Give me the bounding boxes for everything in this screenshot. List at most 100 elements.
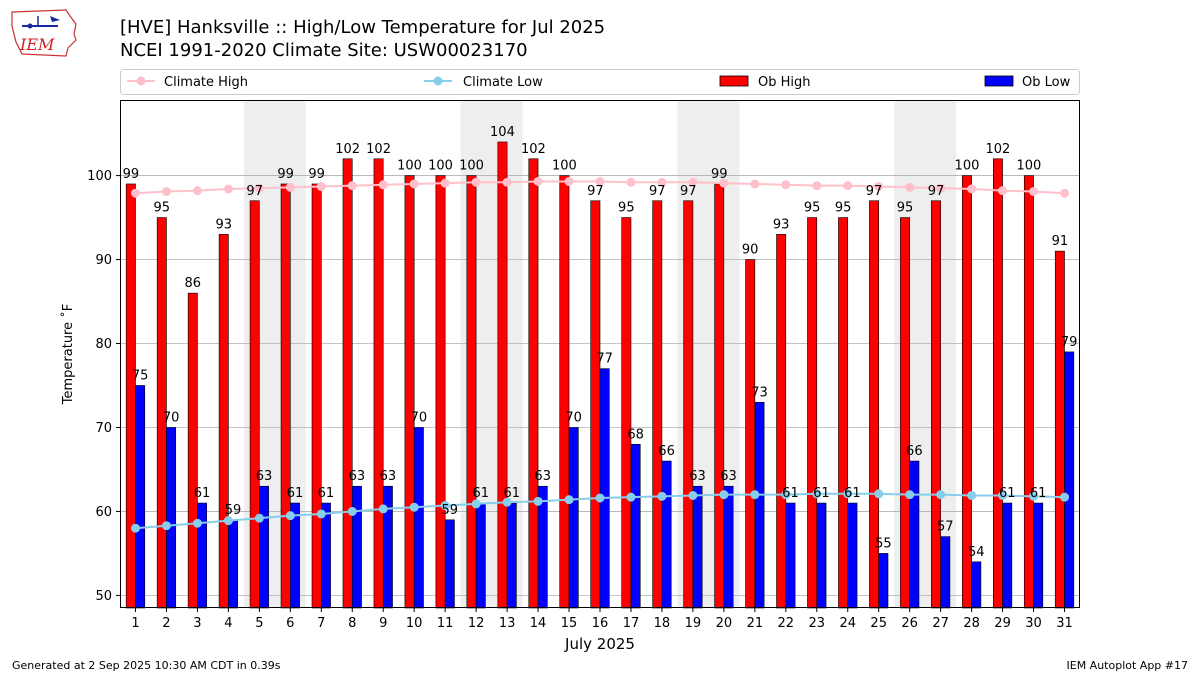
ob-high-bar — [838, 217, 849, 609]
x-tick-label: 11 — [437, 616, 454, 631]
ob-high-bar — [745, 259, 756, 609]
ob-low-bar — [1064, 351, 1075, 609]
ob-high-label: 102 — [366, 142, 391, 157]
ob-low-label: 63 — [534, 469, 551, 484]
ob-low-bar — [940, 536, 951, 609]
legend-climate-high-label: Climate High — [164, 75, 248, 90]
ob-high-bar — [962, 175, 972, 609]
ob-high-bar — [1054, 250, 1065, 609]
ob-low-bar — [599, 368, 610, 609]
chart-subtitle: NCEI 1991-2020 Climate Site: USW00023170 — [120, 40, 528, 61]
ob-low-bar — [878, 553, 889, 609]
climate-high-point — [378, 180, 388, 190]
climate-high-point — [502, 177, 512, 187]
ob-high-bar — [466, 175, 477, 609]
ob-low-label: 61 — [473, 486, 490, 501]
x-tick-label: 30 — [1025, 616, 1042, 631]
climate-lines — [130, 176, 1070, 533]
x-tick-label: 19 — [685, 616, 702, 631]
x-tick-label: 26 — [901, 616, 918, 631]
climate-high-point — [905, 182, 915, 192]
x-tick-label: 29 — [994, 616, 1011, 631]
x-tick-label: 24 — [839, 616, 856, 631]
ob-high-bar — [683, 200, 694, 609]
legend: Climate High Climate Low Ob High Ob Low — [120, 69, 1080, 95]
ob-low-bar — [692, 485, 703, 609]
climate-high-point — [843, 181, 853, 191]
ob-low-label: 54 — [968, 545, 985, 560]
climate-low-point — [409, 502, 419, 512]
climate-low-point — [564, 495, 574, 505]
ob-high-bar — [311, 183, 322, 609]
climate-high-point — [1029, 187, 1039, 197]
climate-low-point — [905, 490, 915, 500]
ob-low-label: 61 — [194, 486, 211, 501]
climate-high-point — [285, 182, 295, 192]
ob-high-label: 97 — [928, 184, 945, 199]
x-tick-label: 5 — [255, 616, 263, 631]
ob-low-label: 61 — [999, 486, 1016, 501]
climate-high-point — [192, 186, 202, 196]
climate-high-point — [967, 184, 977, 194]
climate-low-point — [657, 491, 667, 501]
climate-low-point — [316, 509, 326, 519]
climate-low-point — [719, 490, 729, 500]
legend-ob-low-label: Ob Low — [1022, 75, 1071, 90]
ob-low-bar — [568, 427, 579, 609]
ob-low-label: 70 — [163, 410, 180, 425]
ob-low-bar — [166, 427, 177, 609]
x-tick-label: 2 — [162, 616, 170, 631]
x-tick-label: 27 — [932, 616, 949, 631]
ob-low-bar — [1033, 502, 1044, 609]
climate-high-point — [254, 183, 264, 193]
ob-high-label: 97 — [866, 184, 883, 199]
ob-low-label: 61 — [844, 486, 861, 501]
climate-low-point — [254, 513, 264, 523]
ob-low-bar — [444, 519, 455, 609]
climate-high-point — [750, 179, 760, 189]
climate-low-point — [1060, 492, 1070, 502]
ob-low-bar — [259, 485, 269, 609]
ob-high-bar — [590, 200, 601, 609]
x-tick-label: 9 — [379, 616, 387, 631]
ob-low-label: 66 — [658, 444, 675, 459]
ob-low-bar — [506, 502, 517, 609]
ob-low-label: 61 — [287, 486, 304, 501]
ob-low-label: 73 — [751, 385, 768, 400]
ob-high-bar — [528, 158, 539, 609]
x-axis-label: July 2025 — [564, 635, 635, 653]
climate-low-point — [533, 496, 543, 506]
climate-high-point — [533, 176, 543, 186]
y-tick-label: 80 — [95, 337, 112, 352]
y-tick-label: 90 — [95, 253, 112, 268]
ob-high-label: 95 — [835, 201, 852, 216]
ob-low-bar — [723, 485, 734, 609]
ob-high-label: 97 — [587, 184, 604, 199]
ob-low-label: 77 — [596, 352, 613, 367]
ob-high-label: 93 — [215, 217, 232, 232]
legend-ob-low: Ob Low — [984, 75, 1071, 90]
climate-high-point — [781, 180, 791, 190]
ob-high-label: 99 — [277, 167, 294, 182]
ob-low-label: 59 — [442, 503, 459, 518]
climate-low-point — [998, 490, 1008, 500]
x-tick-label: 10 — [406, 616, 423, 631]
climate-low-point — [874, 489, 884, 499]
x-tick-label: 25 — [870, 616, 887, 631]
ob-high-label: 100 — [428, 159, 453, 174]
x-tick-label: 8 — [348, 616, 356, 631]
ob-low-bar — [197, 502, 208, 609]
ob-high-bar — [621, 217, 632, 609]
ob-high-bar — [931, 200, 941, 609]
y-tick-label: 50 — [95, 589, 112, 604]
ob-high-bar — [714, 183, 725, 609]
climate-low-point — [967, 490, 977, 500]
ob-high-bar — [249, 200, 260, 609]
climate-high-point — [564, 176, 574, 186]
ob-low-bar — [847, 502, 858, 609]
ob-low-bar — [475, 502, 486, 609]
climate-high-point — [347, 181, 357, 191]
climate-high-point — [657, 177, 667, 187]
ob-high-label: 100 — [1016, 159, 1041, 174]
x-tick-label: 22 — [778, 616, 795, 631]
